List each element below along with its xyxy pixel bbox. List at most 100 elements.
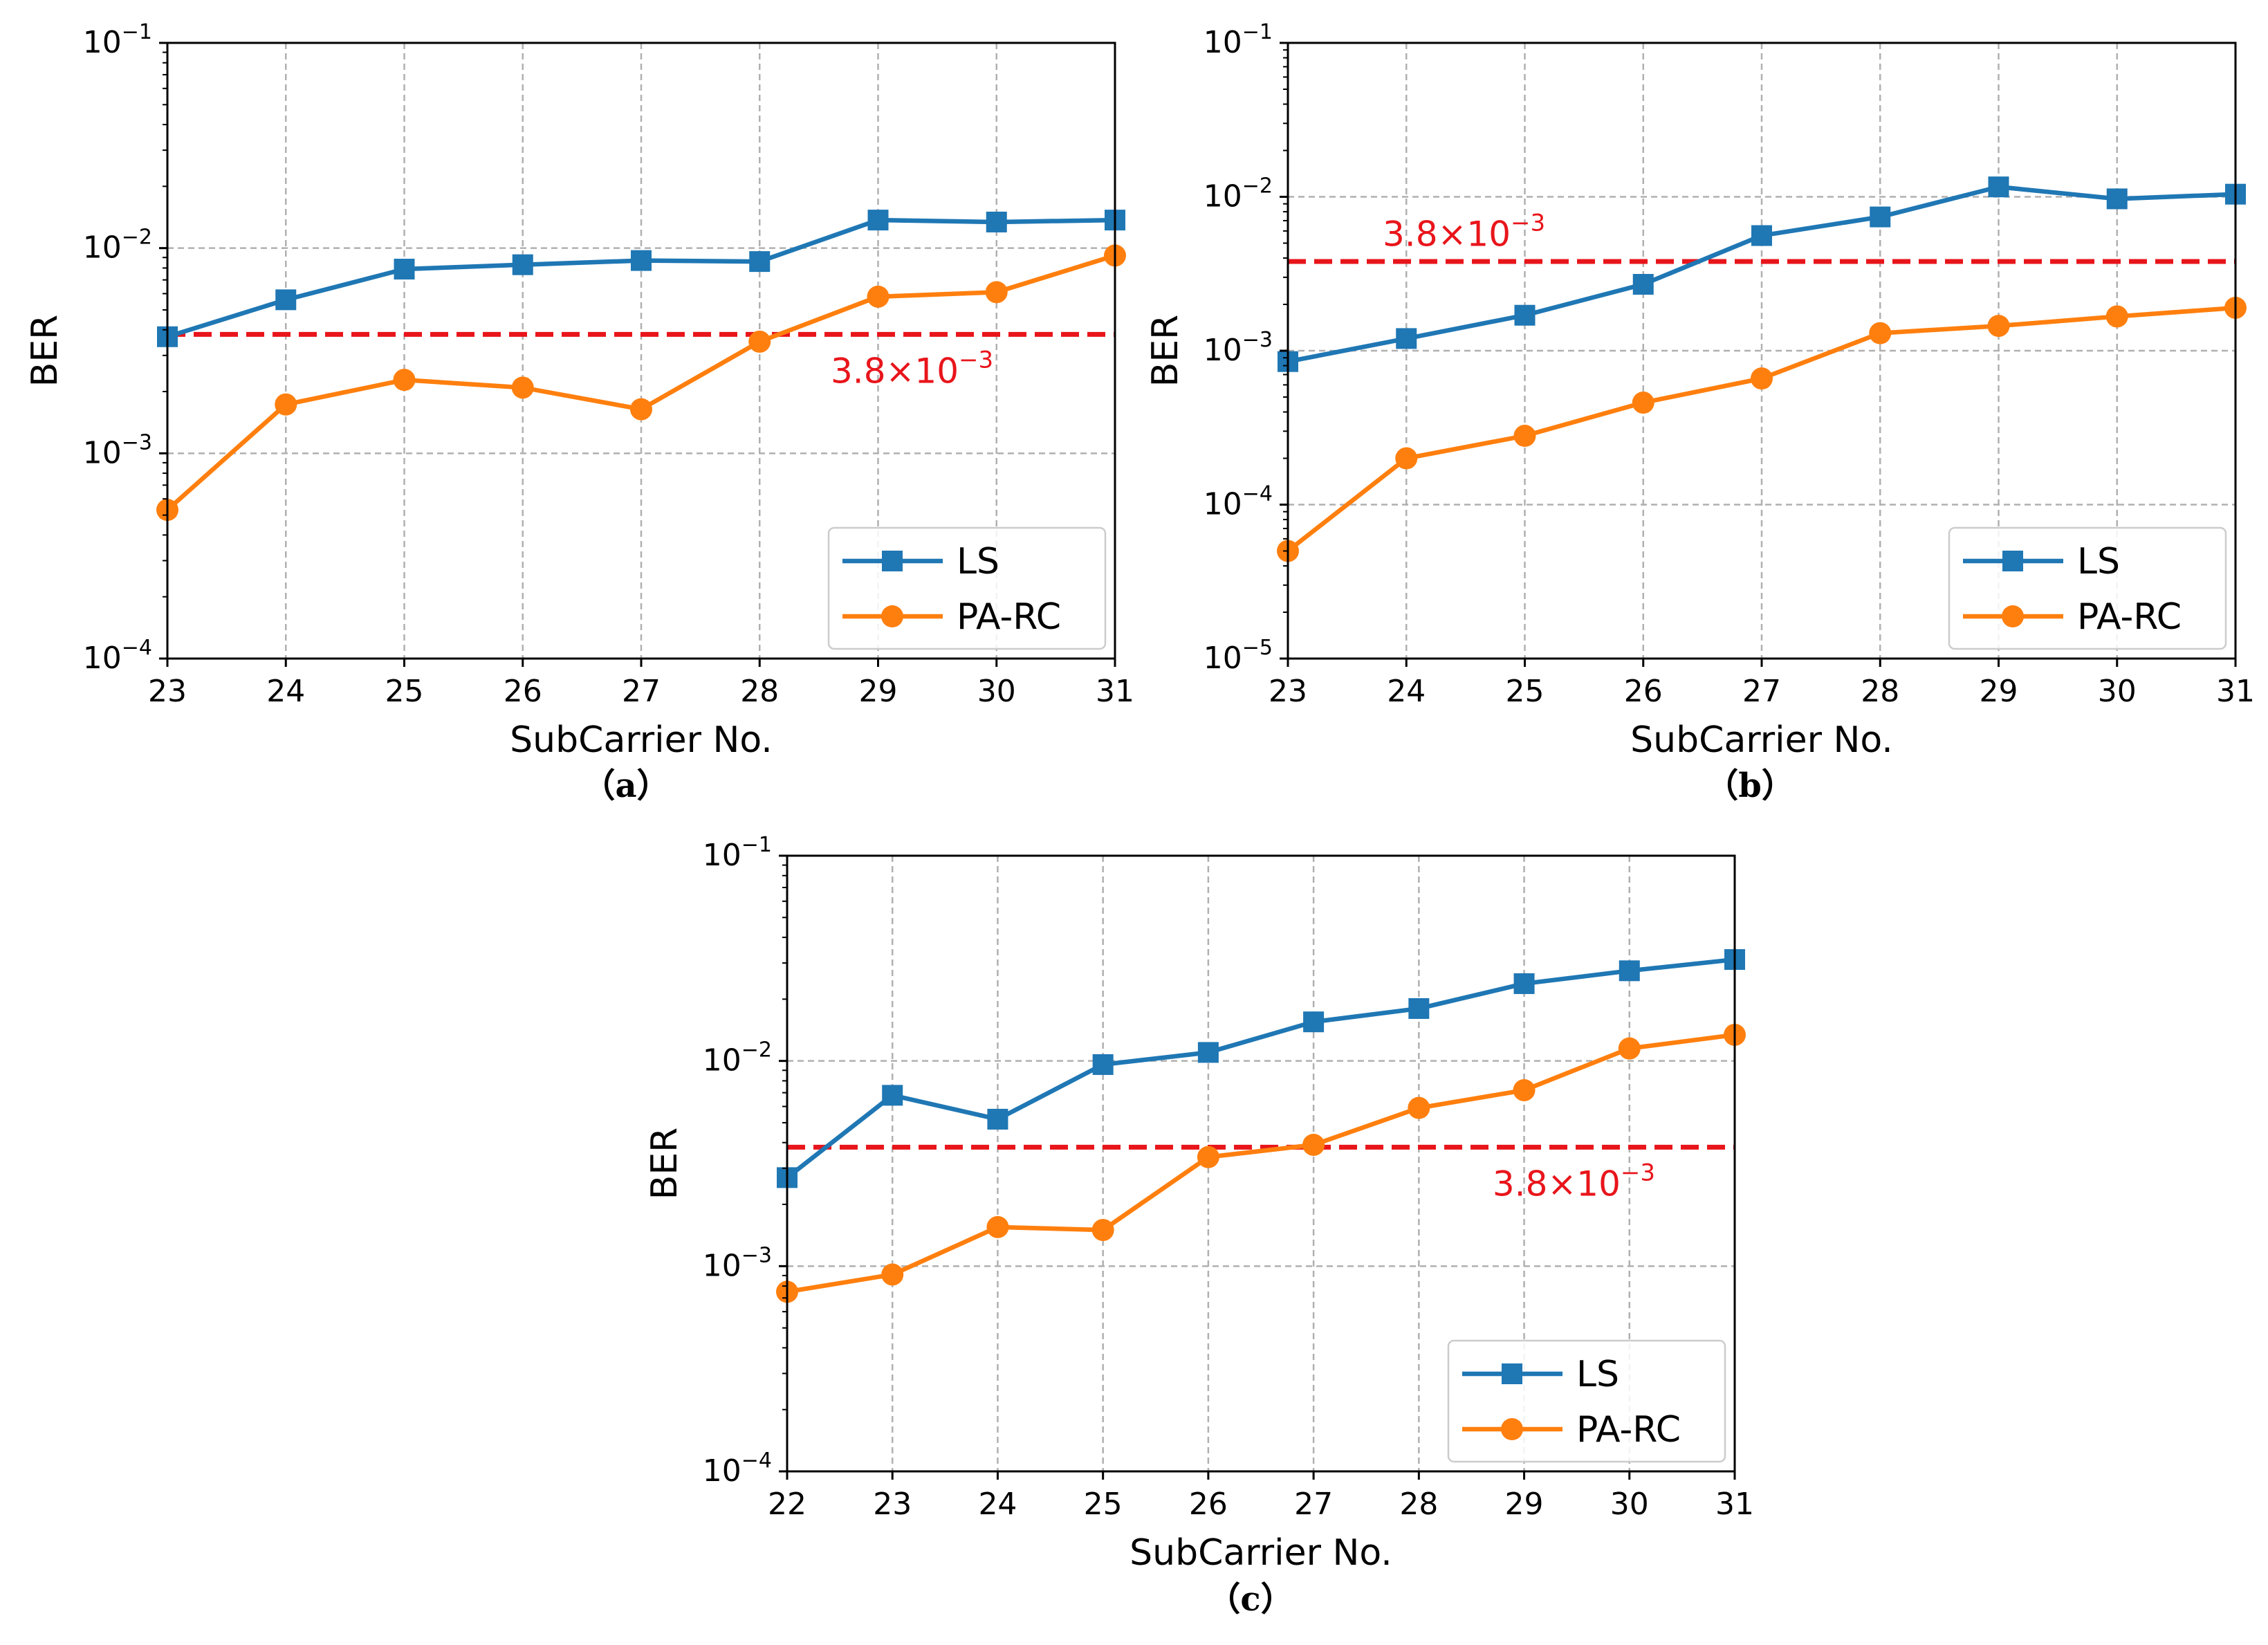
data-point — [630, 398, 652, 421]
data-point — [1396, 328, 1417, 349]
data-point — [512, 254, 533, 275]
legend-marker — [1502, 1363, 1522, 1384]
data-point — [1513, 1078, 1536, 1101]
series-ls — [157, 210, 1125, 347]
data-point — [986, 211, 1007, 232]
data-point — [1632, 274, 1654, 295]
data-point — [1514, 304, 1536, 326]
data-point — [1303, 1011, 1325, 1033]
threshold-label: 3.8×10−3 — [1493, 1159, 1655, 1204]
legend-marker — [1501, 1418, 1523, 1440]
data-point — [1618, 1037, 1641, 1060]
data-point — [1197, 1042, 1219, 1063]
x-tick-label: 31 — [1096, 674, 1134, 709]
x-tick-label: 31 — [1715, 1487, 1754, 1522]
legend-marker — [2002, 551, 2023, 571]
chart-caption: （a） — [582, 766, 670, 805]
data-point — [748, 330, 771, 353]
legend: LS PA-RC — [1948, 526, 2227, 650]
data-point — [2106, 188, 2128, 210]
data-point — [1513, 973, 1535, 994]
threshold-label: 3.8×10−3 — [831, 347, 993, 392]
y-tick-label: 10−3 — [1204, 328, 1273, 368]
legend-marker — [882, 551, 903, 571]
chart-caption: （c） — [1207, 1580, 1293, 1619]
series-pa-rc — [156, 244, 1126, 522]
x-tick-label: 24 — [1387, 674, 1426, 709]
legend-label: PA-RC — [2077, 596, 2182, 638]
x-tick-label: 23 — [148, 674, 187, 709]
y-tick-label: 10−2 — [703, 1038, 772, 1078]
x-tick-label: 29 — [859, 674, 898, 709]
data-point — [986, 1215, 1009, 1238]
x-tick-label: 23 — [1269, 674, 1307, 709]
series-ls — [777, 949, 1745, 1188]
x-tick-label: 22 — [768, 1487, 806, 1522]
x-tick-label: 26 — [1624, 674, 1663, 709]
y-tick-label: 10−2 — [83, 226, 152, 266]
data-point — [867, 210, 889, 231]
data-point — [1988, 176, 2009, 198]
series-line-ls — [785, 957, 1735, 1179]
y-tick-label: 10−5 — [1204, 636, 1273, 676]
chart-b: 3.8×10−3 23 24 25 26 27 28 29 30 31 10−5 10−4 10−3 10… — [1145, 20, 2255, 805]
data-point — [881, 1263, 904, 1286]
x-tick-label: 30 — [977, 674, 1016, 709]
data-point — [1751, 225, 1772, 246]
y-tick-label: 10−4 — [703, 1449, 772, 1489]
y-tick-label: 10−3 — [83, 430, 152, 470]
y-tick-label: 10−2 — [1204, 174, 1273, 214]
series-pa-rc — [1277, 296, 2247, 562]
x-tick-label: 30 — [2098, 674, 2137, 709]
x-axis-label: SubCarrier No. — [510, 719, 773, 761]
y-tick-label: 10−4 — [83, 636, 152, 676]
x-tick-label: 31 — [2216, 674, 2255, 709]
y-axis-label: BER — [1145, 315, 1186, 387]
x-tick-label: 25 — [1506, 674, 1545, 709]
chart-c: 3.8×10−3 22 23 24 25 26 27 28 29 30 31 10−4 10−3 10−2… — [644, 833, 1754, 1619]
data-point — [1395, 447, 1418, 470]
x-axis-label: SubCarrier No. — [1630, 719, 1893, 761]
x-tick-label: 30 — [1610, 1487, 1649, 1522]
x-tick-label: 27 — [1742, 674, 1781, 709]
x-tick-label: 23 — [873, 1487, 912, 1522]
x-tick-label: 28 — [1399, 1487, 1438, 1522]
x-tick-label: 29 — [1505, 1487, 1544, 1522]
legend-label: PA-RC — [957, 596, 1061, 638]
data-point — [867, 285, 889, 308]
chart-caption: （b） — [1705, 766, 1795, 805]
x-axis-label: SubCarrier No. — [1130, 1532, 1392, 1574]
series-line-pa-rc — [786, 1032, 1735, 1294]
x-tick-label: 24 — [978, 1487, 1017, 1522]
legend-label: PA-RC — [1576, 1409, 1681, 1451]
data-point — [394, 259, 415, 280]
data-point — [1632, 392, 1654, 414]
data-point — [1092, 1054, 1114, 1075]
y-tick-label: 10−1 — [83, 20, 152, 60]
threshold-label: 3.8×10−3 — [1383, 209, 1545, 254]
y-tick-label: 10−4 — [1204, 482, 1273, 522]
data-point — [1987, 315, 2010, 338]
x-tick-label: 25 — [385, 674, 424, 709]
data-point — [987, 1108, 1008, 1130]
legend-label: LS — [1576, 1354, 1619, 1395]
data-point — [631, 250, 652, 271]
data-point — [275, 289, 297, 311]
data-point — [1513, 425, 1536, 448]
data-point — [1408, 998, 1430, 1019]
y-tick-label: 10−3 — [703, 1243, 772, 1283]
legend-marker — [881, 605, 903, 627]
x-tick-label: 28 — [1861, 674, 1899, 709]
data-point — [1751, 367, 1773, 390]
series-pa-rc — [776, 1023, 1746, 1303]
data-point — [1091, 1219, 1114, 1242]
data-point — [1408, 1096, 1430, 1119]
data-point — [511, 376, 534, 399]
legend-marker — [2002, 605, 2024, 627]
x-tick-label: 24 — [266, 674, 305, 709]
x-tick-label: 26 — [504, 674, 542, 709]
legend-label: LS — [957, 541, 999, 582]
data-point — [393, 369, 416, 392]
data-point — [1869, 322, 1892, 344]
chart-a: 3.8×10−3 23 24 25 26 27 28 29 30 31 10−4 10−3 10−2 10… — [24, 20, 1134, 805]
